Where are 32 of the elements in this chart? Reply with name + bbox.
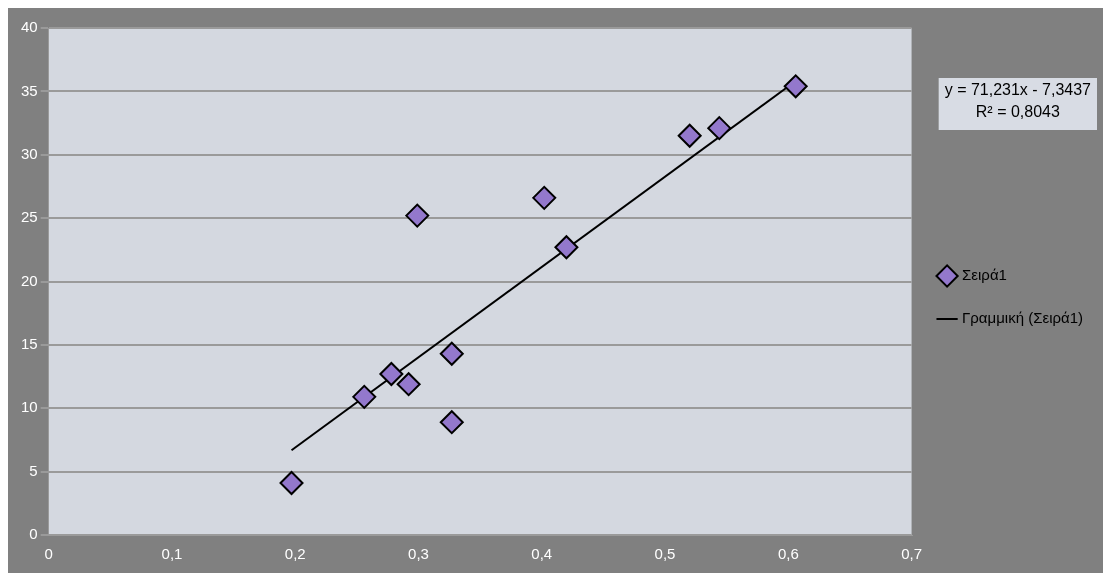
legend-label: Γραμμική (Σειρά1) [962,309,1084,327]
point [532,185,557,210]
point [707,116,732,141]
x-tick-label: 0,6 [777,545,799,563]
text: y = 71,231x - 7,3437 R² = 0,8043 [944,81,1092,121]
point [783,74,808,99]
point [405,203,430,228]
point [439,341,464,366]
point [677,123,702,148]
point [379,362,404,387]
x-tick-label: 0,1 [161,545,183,563]
y-tick-label: 40 [21,18,38,36]
legend-label: Σειρά1 [962,266,1007,284]
y-tick-label: 35 [21,81,38,99]
y-tick-label: 30 [21,144,38,162]
point [439,410,464,435]
y-tick-label: 10 [21,398,38,416]
x-tick-label: 0,3 [408,545,429,563]
x-tick-label: 0,4 [531,545,553,563]
point [396,372,421,397]
x-tick-label: 0,5 [654,545,676,563]
point [554,235,579,260]
y-tick-label: 0 [29,525,38,543]
y-tick-label: 20 [21,271,38,289]
x-tick-label: 0 [44,545,53,563]
x-tick-label: 0,7 [901,545,923,563]
y-tick-label: 25 [21,208,38,226]
y-tick-label: 5 [29,461,38,479]
point [352,384,377,409]
point [279,471,304,496]
y-tick-label: 15 [21,335,38,353]
x-tick-label: 0,2 [284,545,306,563]
